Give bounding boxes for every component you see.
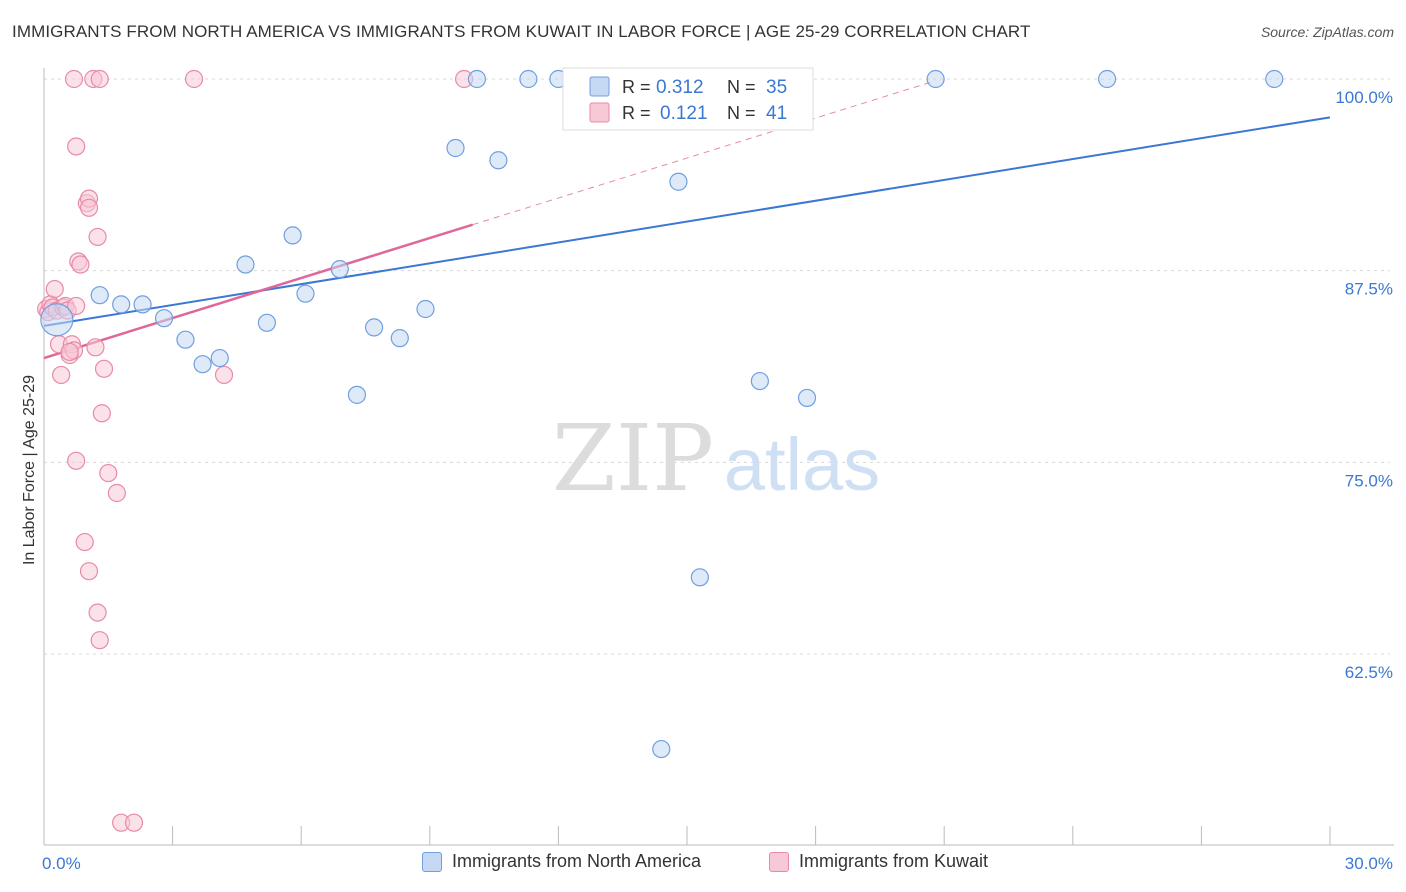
point-north-america [296,284,315,303]
point-kuwait [94,359,114,378]
point-north-america [690,568,709,587]
watermark-zip: ZIP [552,405,714,512]
point-kuwait [86,338,105,357]
trend-line-kuwait [43,223,474,360]
stats-r-label-2: R = [622,103,651,123]
point-kuwait [99,463,118,483]
point-north-america [193,355,212,374]
axes [43,68,1394,846]
point-north-america [669,172,688,191]
stats-n-label-1: N = [727,77,756,97]
point-kuwait [67,296,86,316]
stats-legend: R = 0.312 N = 35 R = 0.121 N = 41 [562,67,814,131]
point-north-america [176,330,195,349]
y-tick-label: 75.0% [1345,471,1393,490]
point-north-america [364,318,384,337]
chart-legend: Immigrants from North America Immigrants… [0,851,1406,879]
point-kuwait [79,198,99,217]
y-tick-label: 100.0% [1335,88,1393,107]
point-north-america [112,295,131,314]
stats-n-value-1: 35 [766,77,787,98]
point-kuwait [79,562,99,581]
point-north-america [257,313,277,332]
point-north-america [133,295,152,314]
point-kuwait [75,532,94,552]
legend-label-kuwait: Immigrants from Kuwait [799,851,989,871]
point-north-america [519,69,538,89]
point-north-america [236,255,255,274]
x-axis-tick-labels: 0.0% 30.0% [42,854,1393,873]
point-kuwait [52,365,71,385]
point-kuwait [88,227,107,247]
legend-item-kuwait[interactable]: Immigrants from Kuwait [769,851,988,872]
watermark-atlas: atlas [724,423,880,506]
source-credit: Source: ZipAtlas.com [1260,24,1394,40]
x-tick-label: 0.0% [42,854,81,873]
point-north-america [446,138,465,158]
point-north-america [1265,69,1284,89]
gridlines [44,78,1390,655]
point-north-america [154,309,174,328]
point-kuwait [184,69,204,89]
x-tick-label: 30.0% [1345,854,1393,873]
legend-swatch-north-america [422,851,442,872]
stats-swatch-kuwait [589,102,610,123]
point-kuwait [71,255,90,274]
legend-swatch-kuwait [769,851,789,872]
point-north-america [90,286,109,305]
x-axis-ticks [172,826,1331,845]
point-kuwait [60,342,79,362]
point-north-america [40,303,74,337]
point-north-america [926,69,945,89]
y-tick-label: 87.5% [1345,280,1393,299]
point-kuwait [67,137,86,156]
point-kuwait [45,279,64,299]
point-north-america [347,385,367,404]
point-north-america [489,151,508,170]
stats-r-value-1: 0.312 [656,77,704,98]
point-kuwait [90,69,109,89]
stats-n-label-2: N = [727,103,756,123]
y-axis-tick-labels: 100.0% 87.5% 75.0% 62.5% [1335,88,1393,682]
point-north-america [283,226,302,245]
point-north-america [330,260,349,279]
stats-r-value-2: 0.121 [660,103,708,124]
trend-line-kuwait-extension [472,81,932,226]
trend-lines [43,81,1331,360]
legend-label-north-america: Immigrants from North America [452,851,702,871]
point-kuwait [90,631,109,650]
chart-title: IMMIGRANTS FROM NORTH AMERICA VS IMMIGRA… [12,22,1031,41]
point-kuwait [64,69,84,89]
point-kuwait [67,451,86,470]
point-north-america [467,69,487,89]
point-north-america [390,329,409,348]
legend-item-north-america[interactable]: Immigrants from North America [422,851,701,872]
point-kuwait [214,365,234,385]
point-north-america [1097,69,1117,89]
data-points [37,69,1284,832]
point-north-america [652,739,671,759]
point-kuwait [92,404,111,423]
y-tick-label: 62.5% [1345,663,1393,682]
point-north-america [210,348,229,368]
stats-r-label-1: R = [622,77,651,97]
point-north-america [416,299,435,319]
point-kuwait [107,483,126,503]
point-north-america [797,388,817,408]
point-north-america [750,371,769,391]
stats-n-value-2: 41 [766,103,787,124]
trend-line-north-america [43,116,1331,327]
point-kuwait [124,813,144,832]
watermark: ZIP atlas [552,405,880,512]
point-kuwait [88,603,107,622]
stats-swatch-north-america [589,76,610,97]
